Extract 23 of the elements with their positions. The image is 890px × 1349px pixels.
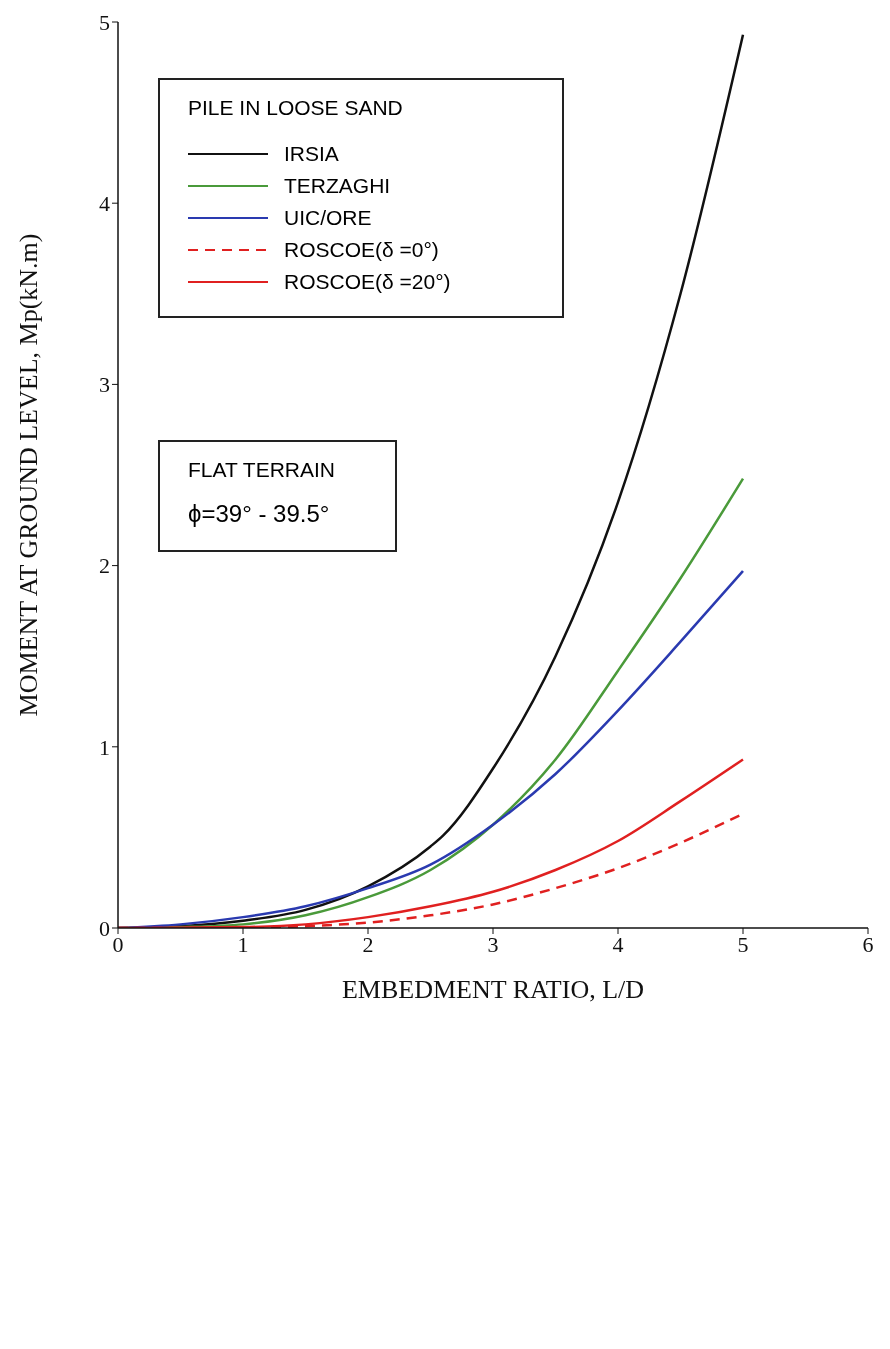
x-tick-label: 2 <box>362 931 374 957</box>
y-tick-label: 1 <box>99 734 110 760</box>
legend-label: ROSCOE(δ =0°) <box>284 238 439 262</box>
annotation: FLAT TERRAIN <box>188 458 336 482</box>
legend-label: IRSIA <box>284 142 339 166</box>
y-tick-label: 4 <box>99 191 110 217</box>
legend-label: UIC/ORE <box>284 206 372 230</box>
legend-label: TERZAGHI <box>284 174 391 198</box>
note-box: FLAT TERRAIN ϕ=39° - 39.5° <box>158 440 398 552</box>
annotation: ϕ=39° - 39.5° <box>188 500 331 528</box>
y-tick-label: 3 <box>99 372 110 398</box>
y-axis-title: MOMENT AT GROUND LEVEL, Mp(kN.m) <box>14 233 44 717</box>
y-tick-label: 2 <box>99 553 110 579</box>
x-tick-label: 6 <box>862 931 874 957</box>
x-axis-title: EMBEDMENT RATIO, L/D <box>341 975 645 1004</box>
x-tick-label: 5 <box>737 931 749 957</box>
y-tick-label: 5 <box>99 9 110 35</box>
legend-title: PILE IN LOOSE SAND <box>188 96 404 120</box>
legend-label: ROSCOE(δ =20°) <box>284 270 451 294</box>
y-tick-label: 0 <box>99 915 110 941</box>
x-tick-label: 1 <box>237 931 249 957</box>
x-tick-label: 3 <box>487 931 499 957</box>
x-tick-label: 4 <box>612 931 624 957</box>
